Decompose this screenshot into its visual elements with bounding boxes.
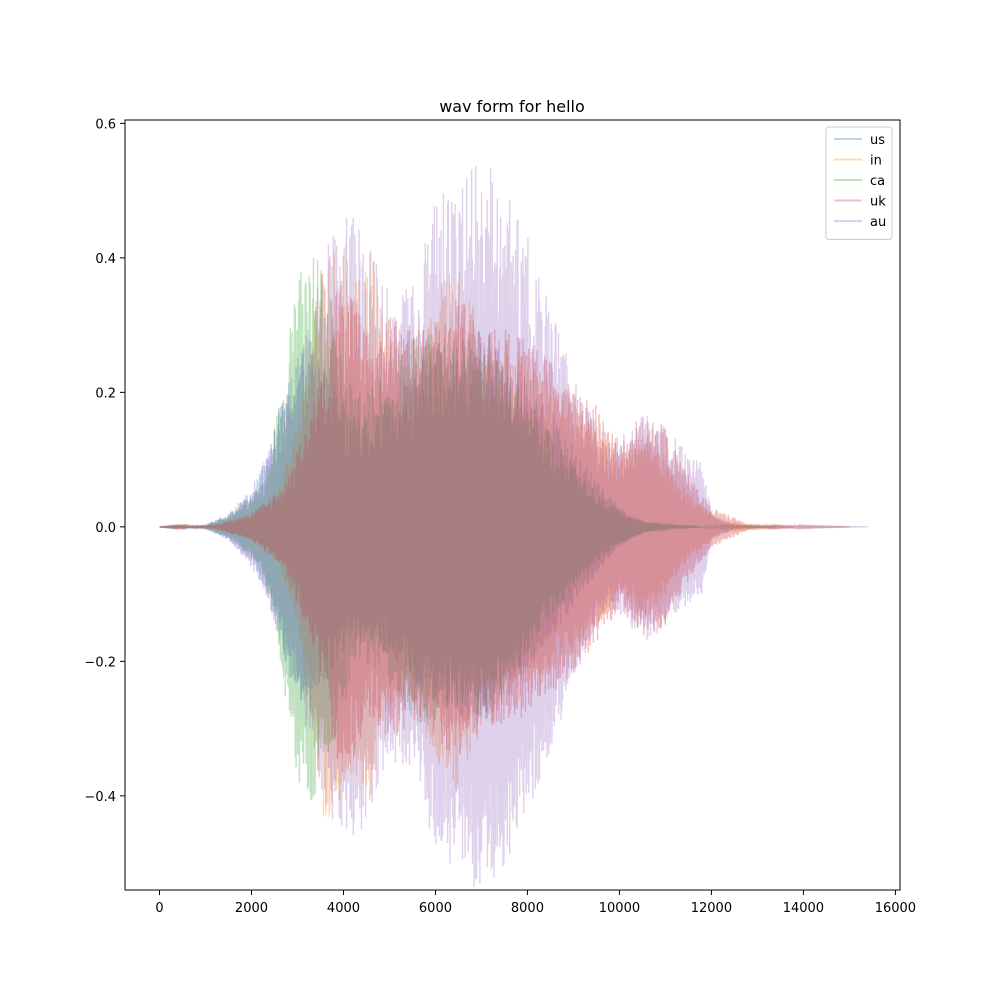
series-line-us <box>159 331 698 724</box>
x-tick-label: 16000 <box>875 901 916 916</box>
y-tick-label: 0.0 <box>95 521 116 536</box>
axes-frame <box>124 119 901 891</box>
y-tick-label: 0.4 <box>95 252 116 267</box>
series-line-uk <box>159 285 850 772</box>
x-tick-label: 8000 <box>511 901 544 916</box>
x-tick-label: 12000 <box>691 901 732 916</box>
y-tick-label: −0.2 <box>84 655 116 670</box>
legend-label-ca: ca <box>870 174 885 189</box>
y-tick-label: 0.2 <box>95 386 116 401</box>
series-line-ca <box>159 257 777 801</box>
series-line-in <box>159 253 795 817</box>
x-tick-label: 2000 <box>235 901 268 916</box>
legend-label-uk: uk <box>870 195 886 210</box>
chart-title: wav form for hello <box>439 97 585 116</box>
plot-area <box>159 165 869 887</box>
axes-border <box>124 119 901 891</box>
x-tick-label: 10000 <box>599 901 640 916</box>
y-tick-label: 0.6 <box>95 117 116 132</box>
x-tick-label: 6000 <box>419 901 452 916</box>
x-tick-label: 4000 <box>327 901 360 916</box>
x-tick-label: 14000 <box>783 901 824 916</box>
legend: us in ca uk au <box>825 126 893 240</box>
series-line-au <box>159 165 869 887</box>
legend-label-us: us <box>870 133 885 148</box>
x-axis: 0 2000 4000 6000 8000 10000 12000 14000 16000 <box>155 890 916 916</box>
legend-box <box>825 126 893 240</box>
legend-label-au: au <box>870 215 886 230</box>
y-tick-label: −0.4 <box>84 790 116 805</box>
legend-label-in: in <box>870 154 882 169</box>
y-axis: −0.4 −0.2 0.0 0.2 0.4 0.6 <box>84 117 125 805</box>
x-tick-label: 0 <box>155 901 163 916</box>
